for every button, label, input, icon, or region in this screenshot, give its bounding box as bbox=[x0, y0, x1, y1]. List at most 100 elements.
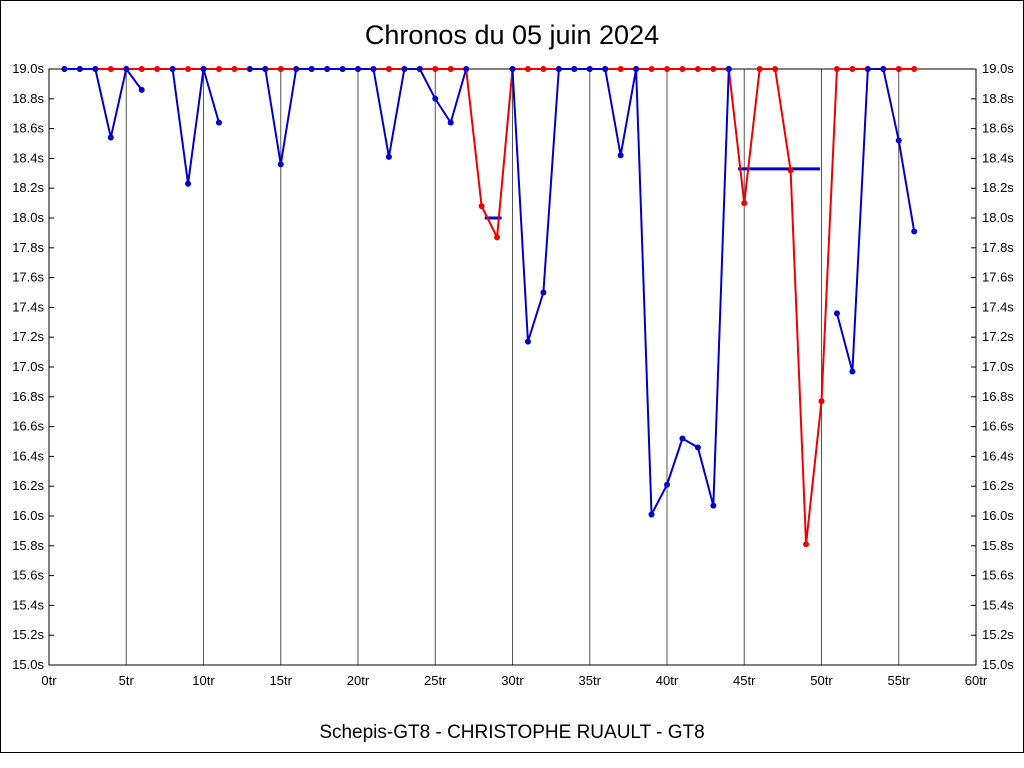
data-point bbox=[107, 66, 114, 72]
x-tick-label: 30tr bbox=[501, 673, 524, 688]
data-point bbox=[246, 66, 253, 72]
data-point bbox=[833, 66, 840, 72]
x-tick-label: 10tr bbox=[192, 673, 215, 688]
x-tick-label: 20tr bbox=[347, 673, 370, 688]
y-tick-label-right: 15.6s bbox=[982, 568, 1014, 583]
data-point bbox=[895, 66, 902, 72]
data-point bbox=[215, 66, 222, 72]
y-tick-label-left: 18.4s bbox=[12, 150, 44, 165]
data-point bbox=[524, 66, 531, 72]
data-point bbox=[138, 86, 145, 93]
data-point bbox=[849, 66, 856, 72]
data-point bbox=[262, 66, 269, 72]
y-tick-label-right: 16.8s bbox=[982, 389, 1014, 404]
y-tick-label-left: 16.2s bbox=[12, 478, 44, 493]
y-tick-label-right: 19.0s bbox=[982, 61, 1014, 76]
y-tick-label-left: 17.4s bbox=[12, 299, 44, 314]
data-point bbox=[324, 66, 331, 72]
data-point bbox=[123, 66, 130, 72]
data-point bbox=[154, 66, 161, 72]
x-tick-label: 15tr bbox=[270, 673, 293, 688]
data-point bbox=[633, 66, 640, 72]
y-tick-label-left: 15.6s bbox=[12, 568, 44, 583]
y-tick-label-left: 16.0s bbox=[12, 508, 44, 523]
data-point bbox=[277, 161, 284, 168]
data-point bbox=[293, 66, 300, 72]
data-point bbox=[385, 66, 392, 72]
y-tick-label-left: 15.2s bbox=[12, 627, 44, 642]
data-point bbox=[432, 66, 439, 72]
data-point bbox=[494, 234, 501, 241]
y-tick-label-right: 18.8s bbox=[982, 91, 1014, 106]
x-tick-label: 0tr bbox=[41, 673, 57, 688]
annotation-segments bbox=[484, 167, 820, 220]
y-tick-label-left: 18.0s bbox=[12, 210, 44, 225]
data-point bbox=[308, 66, 315, 72]
chart-footer: Schepis-GT8 - CHRISTOPHE RUAULT - GT8 bbox=[319, 722, 705, 743]
data-point bbox=[401, 66, 408, 72]
data-point bbox=[725, 66, 732, 72]
y-tick-label-left: 16.6s bbox=[12, 419, 44, 434]
y-tick-label-right: 18.2s bbox=[982, 180, 1014, 195]
x-tick-label: 50tr bbox=[810, 673, 833, 688]
y-tick-label-left: 16.4s bbox=[12, 448, 44, 463]
y-tick-label-left: 17.6s bbox=[12, 270, 44, 285]
y-tick-label-left: 18.8s bbox=[12, 91, 44, 106]
data-point bbox=[895, 137, 902, 144]
data-point bbox=[911, 228, 918, 235]
y-tick-label-left: 17.2s bbox=[12, 329, 44, 344]
x-tick-label: 5tr bbox=[119, 673, 135, 688]
y-tick-label-right: 16.2s bbox=[982, 478, 1014, 493]
x-tick-label: 35tr bbox=[579, 673, 602, 688]
data-point bbox=[617, 66, 624, 72]
chart-plot-area: 19.0s 19.0s 18.8s 18.8s 18.6s 18.6s 18.4s 18.4s… bbox=[12, 61, 1014, 688]
y-tick-label-right: 18.4s bbox=[982, 150, 1014, 165]
data-point bbox=[586, 66, 593, 72]
data-point bbox=[833, 310, 840, 317]
data-point bbox=[803, 541, 810, 548]
data-point bbox=[185, 66, 192, 72]
data-point bbox=[107, 134, 114, 141]
data-point bbox=[617, 152, 624, 159]
y-tick-label-right: 18.6s bbox=[982, 121, 1014, 136]
y-tick-label-right: 15.2s bbox=[982, 627, 1014, 642]
y-tick-label-right: 16.0s bbox=[982, 508, 1014, 523]
data-point bbox=[447, 66, 454, 72]
data-point bbox=[911, 66, 918, 72]
data-point bbox=[478, 203, 485, 210]
data-point bbox=[648, 66, 655, 72]
data-point bbox=[432, 95, 439, 102]
y-tick-label-left: 15.4s bbox=[12, 597, 44, 612]
data-point bbox=[463, 66, 470, 72]
data-point bbox=[772, 66, 779, 72]
data-point bbox=[555, 66, 562, 72]
y-tick-label-right: 16.6s bbox=[982, 419, 1014, 434]
data-point bbox=[710, 66, 717, 72]
data-point bbox=[169, 66, 176, 72]
data-point bbox=[200, 66, 207, 72]
y-tick-label-right: 17.4s bbox=[982, 299, 1014, 314]
data-point bbox=[679, 66, 686, 72]
y-tick-label-right: 17.2s bbox=[982, 329, 1014, 344]
x-tick-label: 60tr bbox=[965, 673, 988, 688]
data-point bbox=[679, 435, 686, 442]
data-point bbox=[864, 66, 871, 72]
gridlines bbox=[48, 69, 977, 665]
data-point bbox=[756, 66, 763, 72]
data-point bbox=[664, 481, 670, 488]
data-point bbox=[602, 66, 609, 72]
y-tick-label-left: 17.8s bbox=[12, 240, 44, 255]
y-tick-label-left: 18.6s bbox=[12, 121, 44, 136]
data-point bbox=[231, 66, 238, 72]
data-point bbox=[648, 511, 655, 518]
y-tick-label-left: 16.8s bbox=[12, 389, 44, 404]
data-point bbox=[215, 119, 222, 126]
y-tick-label-left: 17.0s bbox=[12, 359, 44, 374]
data-point bbox=[571, 66, 578, 72]
data-point bbox=[741, 200, 748, 207]
y-tick-label-right: 17.8s bbox=[982, 240, 1014, 255]
data-point bbox=[880, 66, 887, 72]
y-tick-label-right: 17.6s bbox=[982, 270, 1014, 285]
x-tick-label: 55tr bbox=[888, 673, 911, 688]
